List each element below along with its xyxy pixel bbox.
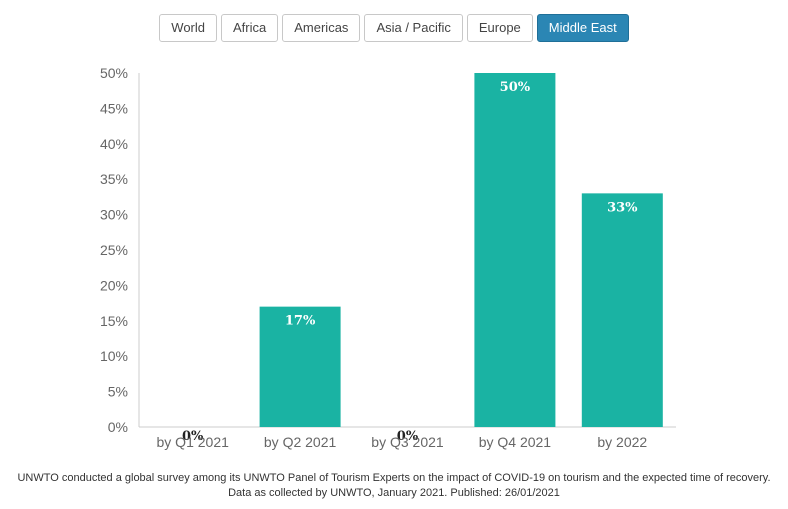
x-tick-label: by Q2 2021 [264, 434, 337, 450]
data-label: 50% [500, 80, 531, 95]
caption-line-1: UNWTO conducted a global survey among it… [17, 472, 771, 484]
y-tick-label: 0% [108, 419, 128, 435]
tab-americas[interactable]: Americas [282, 14, 361, 42]
recovery-bar-chart: 0%5%10%15%20%25%30%35%40%45%50%0%by Q1 2… [100, 65, 676, 450]
region-tabs: World Africa Americas Asia / Pacific Eur… [0, 14, 788, 42]
data-label: 17% [285, 314, 316, 329]
y-tick-label: 35% [100, 171, 128, 187]
y-tick-label: 5% [108, 384, 128, 400]
y-tick-label: 15% [100, 313, 128, 329]
y-tick-label: 40% [100, 136, 128, 152]
tab-middle-east[interactable]: Middle East [536, 14, 629, 42]
chart-caption: UNWTO conducted a global survey among it… [0, 471, 788, 501]
x-tick-label: by Q1 2021 [157, 434, 230, 450]
caption-line-2: Data as collected by UNWTO, January 2021… [228, 487, 560, 499]
tab-asia-pacific[interactable]: Asia / Pacific [364, 14, 463, 42]
bar [581, 193, 663, 427]
x-tick-label: by 2022 [597, 434, 647, 450]
y-tick-label: 30% [100, 207, 128, 223]
x-tick-label: by Q3 2021 [371, 434, 444, 450]
bar [259, 306, 341, 427]
tab-africa[interactable]: Africa [221, 14, 279, 42]
y-tick-label: 45% [100, 100, 128, 116]
y-tick-label: 20% [100, 277, 128, 293]
data-label: 0% [397, 429, 419, 444]
tab-europe[interactable]: Europe [466, 14, 533, 42]
y-tick-label: 25% [100, 242, 128, 258]
y-tick-label: 10% [100, 348, 128, 364]
data-label: 0% [182, 429, 204, 444]
tab-world[interactable]: World [159, 14, 218, 42]
bar [474, 73, 556, 427]
data-label: 33% [607, 200, 638, 215]
y-tick-label: 50% [100, 65, 128, 81]
x-tick-label: by Q4 2021 [479, 434, 552, 450]
